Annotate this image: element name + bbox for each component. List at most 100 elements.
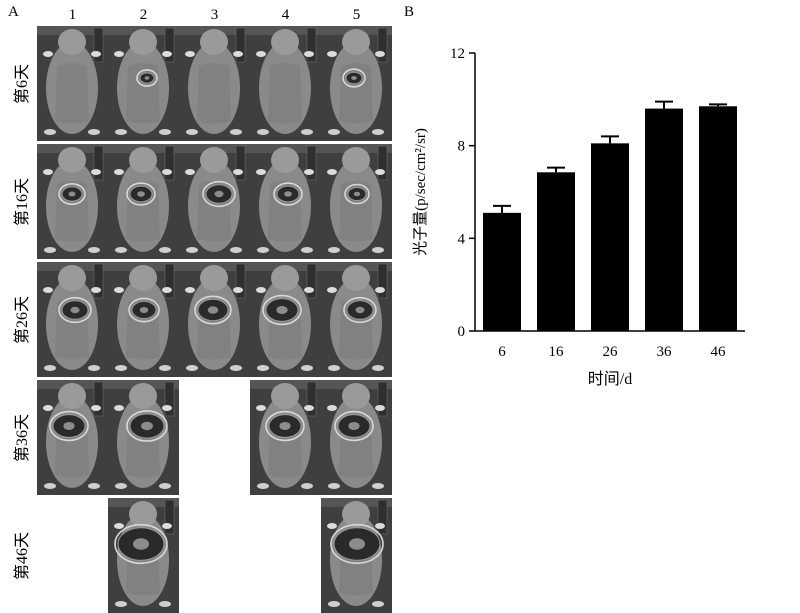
tumor-signal-outer (342, 68, 366, 88)
mouse-image (37, 144, 108, 259)
mouse-paw (256, 405, 266, 411)
tumor-signal-core (63, 422, 75, 430)
mouse-paw (301, 247, 313, 253)
x-tick-label: 36 (657, 344, 673, 360)
mouse-paw (91, 287, 101, 293)
mouse-paw (230, 365, 242, 371)
row-label-text: 第16天 (14, 177, 32, 226)
tumor-signal-outer (128, 297, 160, 323)
mouse-paw (328, 247, 340, 253)
mouse-paw (185, 51, 195, 57)
mouse-image (250, 26, 321, 141)
tumor-signal-outer (330, 523, 384, 565)
mouse-paw (162, 287, 172, 293)
mouse-paw (304, 287, 314, 293)
mouse-paw (114, 523, 124, 529)
mouse-head (342, 265, 370, 291)
mouse-head (129, 29, 157, 55)
mouse-paw (304, 169, 314, 175)
tumor-signal-outer (343, 296, 377, 324)
y-tick-label: 8 (458, 139, 466, 155)
mouse-paw (327, 405, 337, 411)
tumor-signal-outer (334, 410, 374, 442)
mouse-image (108, 498, 179, 613)
mouse-paw (327, 169, 337, 175)
tumor-signal-outer (273, 182, 303, 206)
mouse-head (58, 29, 86, 55)
panel-b-letter: B (404, 4, 415, 20)
mouse-image (321, 380, 392, 495)
mouse-paw (91, 169, 101, 175)
mouse-head (58, 383, 86, 409)
row-label-text: 第26天 (14, 295, 32, 344)
mouse-image (321, 262, 392, 377)
mouse-paw (88, 247, 100, 253)
tumor-signal-core (207, 306, 219, 314)
mouse-head (342, 147, 370, 173)
mouse-paw (44, 365, 56, 371)
mouse-paw (233, 169, 243, 175)
mouse-paw (327, 287, 337, 293)
mouse-paw (43, 51, 53, 57)
mouse-fur-shading (55, 63, 89, 124)
y-tick-label: 4 (458, 231, 466, 247)
tumor-signal-core (68, 191, 76, 197)
tumor-signal-core (348, 422, 360, 430)
mouse-paw (372, 601, 384, 607)
mouse-paw (256, 51, 266, 57)
mouse-head (271, 29, 299, 55)
mouse-paw (186, 129, 198, 135)
tumor-signal-outer (136, 69, 158, 87)
bar (591, 143, 629, 331)
mouse-paw (185, 169, 195, 175)
imaging-frame-bar (377, 263, 388, 299)
mouse-paw (159, 483, 171, 489)
mouse-paw (88, 365, 100, 371)
mouse-paw (162, 523, 172, 529)
row-label-text: 第46天 (14, 531, 32, 580)
y-tick-label: 0 (458, 324, 466, 340)
panel-a-letter: A (8, 4, 19, 20)
x-axis-label: 时间/d (588, 370, 632, 388)
mouse-paw (328, 601, 340, 607)
imaging-frame-bar (235, 263, 246, 299)
mouse-fur-shading (197, 63, 231, 124)
mouse-head (200, 29, 228, 55)
mouse-paw (115, 129, 127, 135)
mouse-head (271, 147, 299, 173)
row-label: 第26天 (4, 262, 36, 377)
mouse-paw (372, 129, 384, 135)
tumor-signal-core (132, 538, 150, 550)
mouse-paw (162, 169, 172, 175)
row-label: 第46天 (4, 498, 36, 613)
mouse-image (108, 380, 179, 495)
row-label: 第6天 (4, 26, 36, 141)
imaging-frame-bar (377, 145, 388, 181)
mouse-paw (328, 129, 340, 135)
mouse-paw (304, 405, 314, 411)
tumor-signal-outer (262, 294, 302, 326)
mouse-image (108, 144, 179, 259)
mouse-paw (327, 51, 337, 57)
mouse-head (271, 265, 299, 291)
bar (699, 106, 737, 332)
mouse-paw (375, 287, 385, 293)
mouse-image (37, 380, 108, 495)
imaging-frame-bar (377, 381, 388, 417)
mouse-paw (88, 483, 100, 489)
mouse-paw (304, 51, 314, 57)
mouse-paw (43, 287, 53, 293)
x-tick-label: 46 (711, 344, 727, 360)
column-number-1: 1 (68, 7, 77, 23)
mouse-image (37, 262, 108, 377)
imaging-frame-bar (377, 27, 388, 63)
imaging-frame-bar (164, 27, 175, 63)
mouse-paw (375, 169, 385, 175)
row-label: 第36天 (4, 380, 36, 495)
mouse-image (108, 262, 179, 377)
mouse-paw (257, 247, 269, 253)
mouse-head (200, 147, 228, 173)
mouse-paw (115, 365, 127, 371)
tumor-signal-core (355, 306, 365, 314)
mouse-paw (257, 483, 269, 489)
